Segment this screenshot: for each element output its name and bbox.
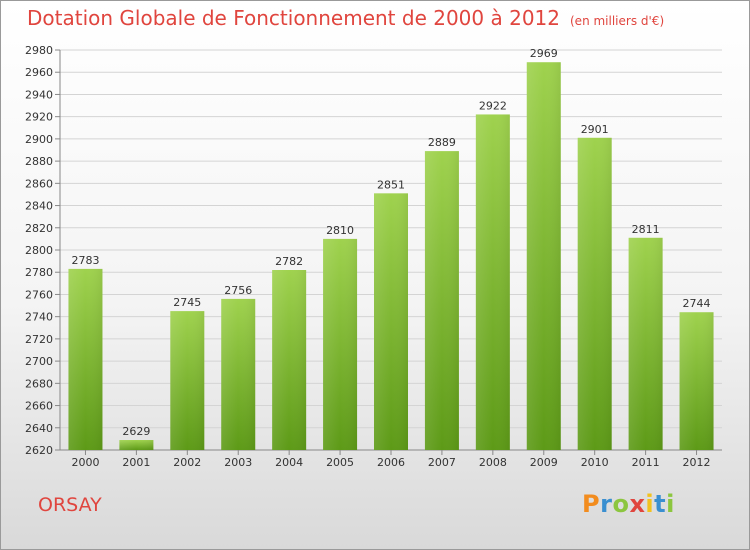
bar-group: 2889: [424, 136, 459, 450]
y-tick-label: 2720: [25, 333, 53, 346]
x-tick-label: 2006: [377, 456, 405, 469]
y-tick-label: 2880: [25, 155, 53, 168]
bar-value-label: 2811: [632, 223, 660, 236]
bar-value-label: 2756: [224, 284, 252, 297]
chart-unit: (en milliers d'€): [570, 14, 665, 28]
bar-value-label: 2889: [428, 136, 456, 149]
x-tick-label: 2000: [71, 456, 99, 469]
logo-letter: x: [629, 490, 646, 518]
logo-letter: t: [654, 490, 667, 518]
bar-value-label: 2810: [326, 224, 354, 237]
bar-value-label: 2901: [581, 123, 609, 136]
bar-group: 2901: [577, 123, 612, 450]
y-tick-label: 2960: [25, 66, 53, 79]
bar-group: 2810: [323, 224, 358, 450]
x-tick-label: 2001: [122, 456, 150, 469]
bar-value-label: 2783: [71, 254, 99, 267]
y-tick-label: 2660: [25, 400, 53, 413]
y-tick-label: 2920: [25, 111, 53, 124]
bars: 2783 2629 2745 2756 2782 2810 2851 2889 2922 2969…: [68, 47, 714, 451]
x-tick-label: 2012: [683, 456, 711, 469]
bar-shine: [272, 270, 307, 450]
y-tick-label: 2760: [25, 288, 53, 301]
x-tick-label: 2009: [530, 456, 558, 469]
bar-value-label: 2922: [479, 99, 507, 112]
bar-group: 2922: [475, 99, 510, 450]
chart-title-text: Dotation Globale de Fonctionnement de 20…: [27, 6, 560, 30]
bar-shine: [628, 237, 663, 450]
y-tick-label: 2940: [25, 88, 53, 101]
x-tick-label: 2003: [224, 456, 252, 469]
bar-value-label: 2745: [173, 296, 201, 309]
bar-shine: [424, 151, 459, 450]
x-tick-label: 2005: [326, 456, 354, 469]
bar-shine: [526, 62, 561, 450]
bar-group: 2782: [272, 255, 307, 450]
bar-shine: [374, 193, 408, 451]
y-tick-label: 2800: [25, 244, 53, 257]
logo-letter: i: [645, 490, 655, 518]
y-tick-label: 2620: [25, 444, 53, 457]
bar-group: 2756: [221, 284, 256, 450]
y-tick-label: 2680: [25, 377, 53, 390]
bar-value-label: 2629: [122, 425, 150, 438]
y-tick-label: 2780: [25, 266, 53, 279]
y-tick-label: 2640: [25, 422, 53, 435]
bar-shine: [323, 238, 358, 450]
logo-letter: P: [582, 490, 601, 518]
bar-value-label: 2744: [683, 297, 711, 310]
bar-value-label: 2782: [275, 255, 303, 268]
x-tick-label: 2011: [632, 456, 660, 469]
x-tick-label: 2004: [275, 456, 303, 469]
logo-letter: i: [666, 490, 675, 518]
bar-shine: [679, 312, 714, 450]
bar-value-label: 2969: [530, 47, 558, 60]
bar-shine: [68, 268, 103, 450]
bar-shine: [577, 137, 612, 450]
y-axis: 2620 2640 2660 2680 2700 2720 2740 2760 2780 2800…: [25, 44, 722, 457]
y-tick-label: 2860: [25, 177, 53, 190]
logo-letter: o: [612, 490, 630, 518]
proxiti-logo[interactable]: Proxiti: [582, 490, 675, 518]
y-tick-label: 2740: [25, 311, 53, 324]
bar-group: 2744: [679, 297, 714, 450]
y-tick-label: 2980: [25, 44, 53, 57]
x-axis: 2000 2001 2002 2003 2004 2005 2006 2007 2008 2009…: [71, 450, 711, 469]
bar-shine: [119, 440, 154, 450]
bar-group: 2969: [526, 47, 561, 450]
bar-value-label: 2851: [377, 178, 405, 191]
y-tick-label: 2840: [25, 200, 53, 213]
bar-shine: [170, 311, 205, 450]
chart-title: Dotation Globale de Fonctionnement de 20…: [27, 6, 664, 30]
x-tick-label: 2007: [428, 456, 456, 469]
bar-shine: [221, 298, 256, 450]
bar-group: 2851: [374, 178, 408, 451]
x-tick-label: 2008: [479, 456, 507, 469]
x-tick-label: 2002: [173, 456, 201, 469]
logo-letter: r: [600, 490, 613, 518]
y-tick-label: 2820: [25, 222, 53, 235]
bar-group: 2811: [628, 223, 663, 450]
bar-group: 2629: [119, 425, 154, 450]
x-tick-label: 2010: [581, 456, 609, 469]
bar-group: 2783: [68, 254, 103, 450]
commune-name: ORSAY: [38, 494, 102, 516]
bar-shine: [475, 114, 510, 450]
bar-group: 2745: [170, 296, 205, 450]
y-tick-label: 2700: [25, 355, 53, 368]
y-tick-label: 2900: [25, 133, 53, 146]
